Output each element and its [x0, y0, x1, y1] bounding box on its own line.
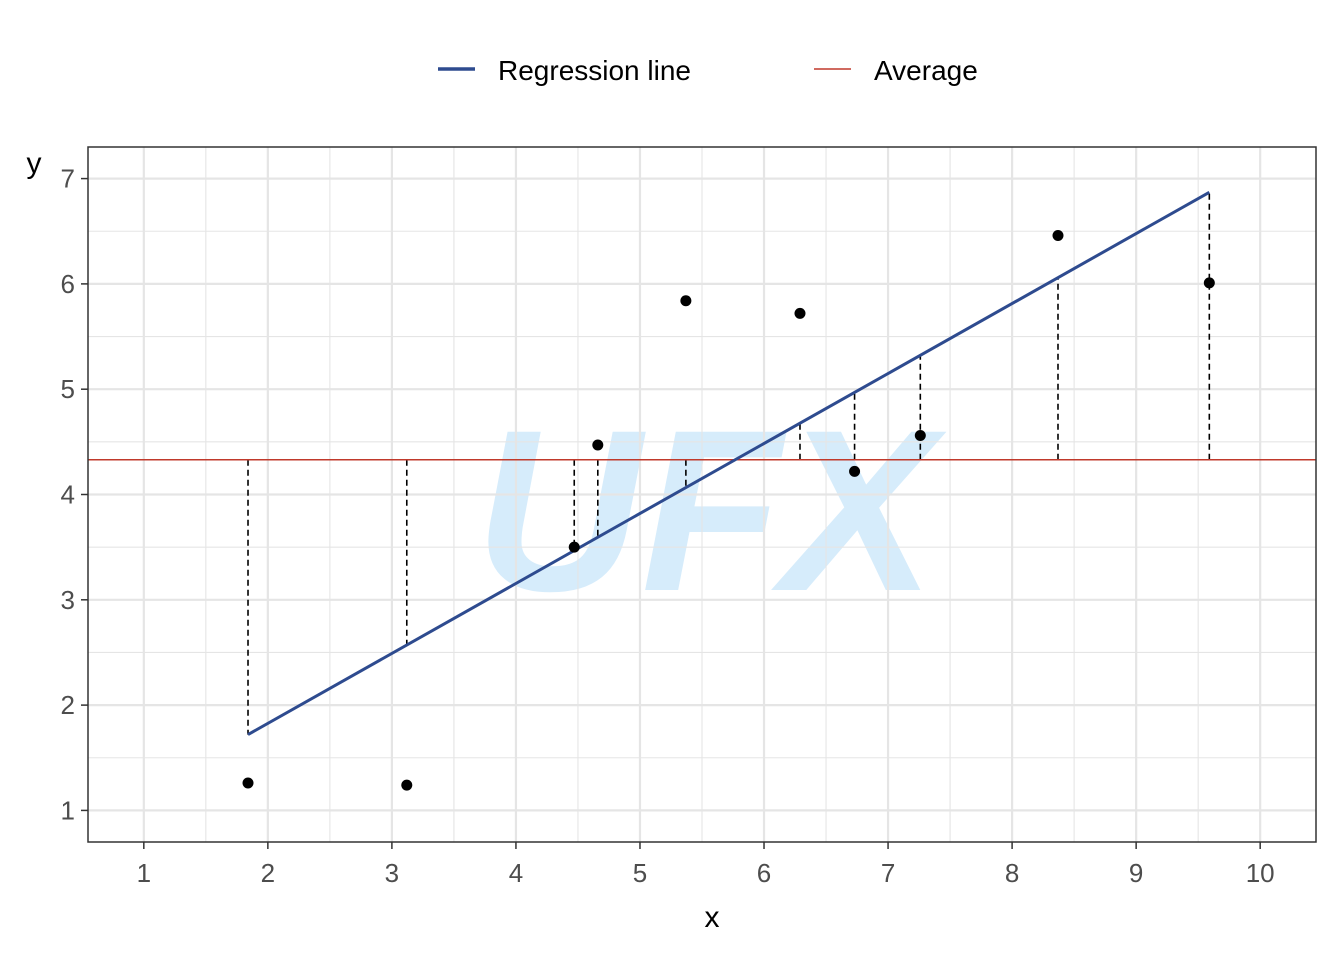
y-tick-label: 5: [61, 374, 75, 404]
data-point: [794, 307, 806, 319]
data-point: [1052, 229, 1064, 241]
data-point: [914, 430, 926, 442]
y-tick-label: 4: [61, 480, 75, 510]
y-tick-label: 1: [61, 795, 75, 825]
data-point: [568, 541, 580, 553]
y-tick-label: 6: [61, 269, 75, 299]
x-tick-label: 6: [757, 858, 771, 888]
data-point: [849, 465, 861, 477]
data-point: [242, 777, 254, 789]
grid: [88, 147, 1316, 842]
y-tick-label: 7: [61, 164, 75, 194]
deviation-lines: [247, 192, 1211, 735]
legend: Regression line Average: [438, 55, 978, 86]
x-tick-label: 1: [137, 858, 151, 888]
watermark: UFX: [475, 382, 947, 639]
x-axis-label: x: [705, 901, 720, 934]
legend-label-0: Regression line: [498, 55, 691, 86]
regression-line-group: [247, 190, 1211, 736]
x-tick-label: 3: [385, 858, 399, 888]
y-tick-label: 2: [61, 690, 75, 720]
data-point: [401, 779, 413, 791]
data-points: [242, 229, 1215, 791]
y-tick-label: 3: [61, 585, 75, 615]
watermark-text: UFX: [475, 382, 947, 639]
regression-line: [247, 190, 1211, 736]
data-point: [680, 295, 692, 307]
x-tick-label: 10: [1246, 858, 1275, 888]
x-tick-label: 9: [1129, 858, 1143, 888]
legend-label-1: Average: [874, 55, 978, 86]
data-point: [1203, 277, 1215, 289]
x-tick-label: 8: [1005, 858, 1019, 888]
x-tick-label: 5: [633, 858, 647, 888]
x-tick-label: 4: [509, 858, 523, 888]
data-point: [592, 439, 604, 451]
x-tick-label: 2: [261, 858, 275, 888]
x-tick-label: 7: [881, 858, 895, 888]
y-axis-label: y: [27, 147, 42, 180]
axes: 1 2 3 4 5 6 7 8 9 10 1 2 3 4 5 6 7: [61, 164, 1275, 888]
